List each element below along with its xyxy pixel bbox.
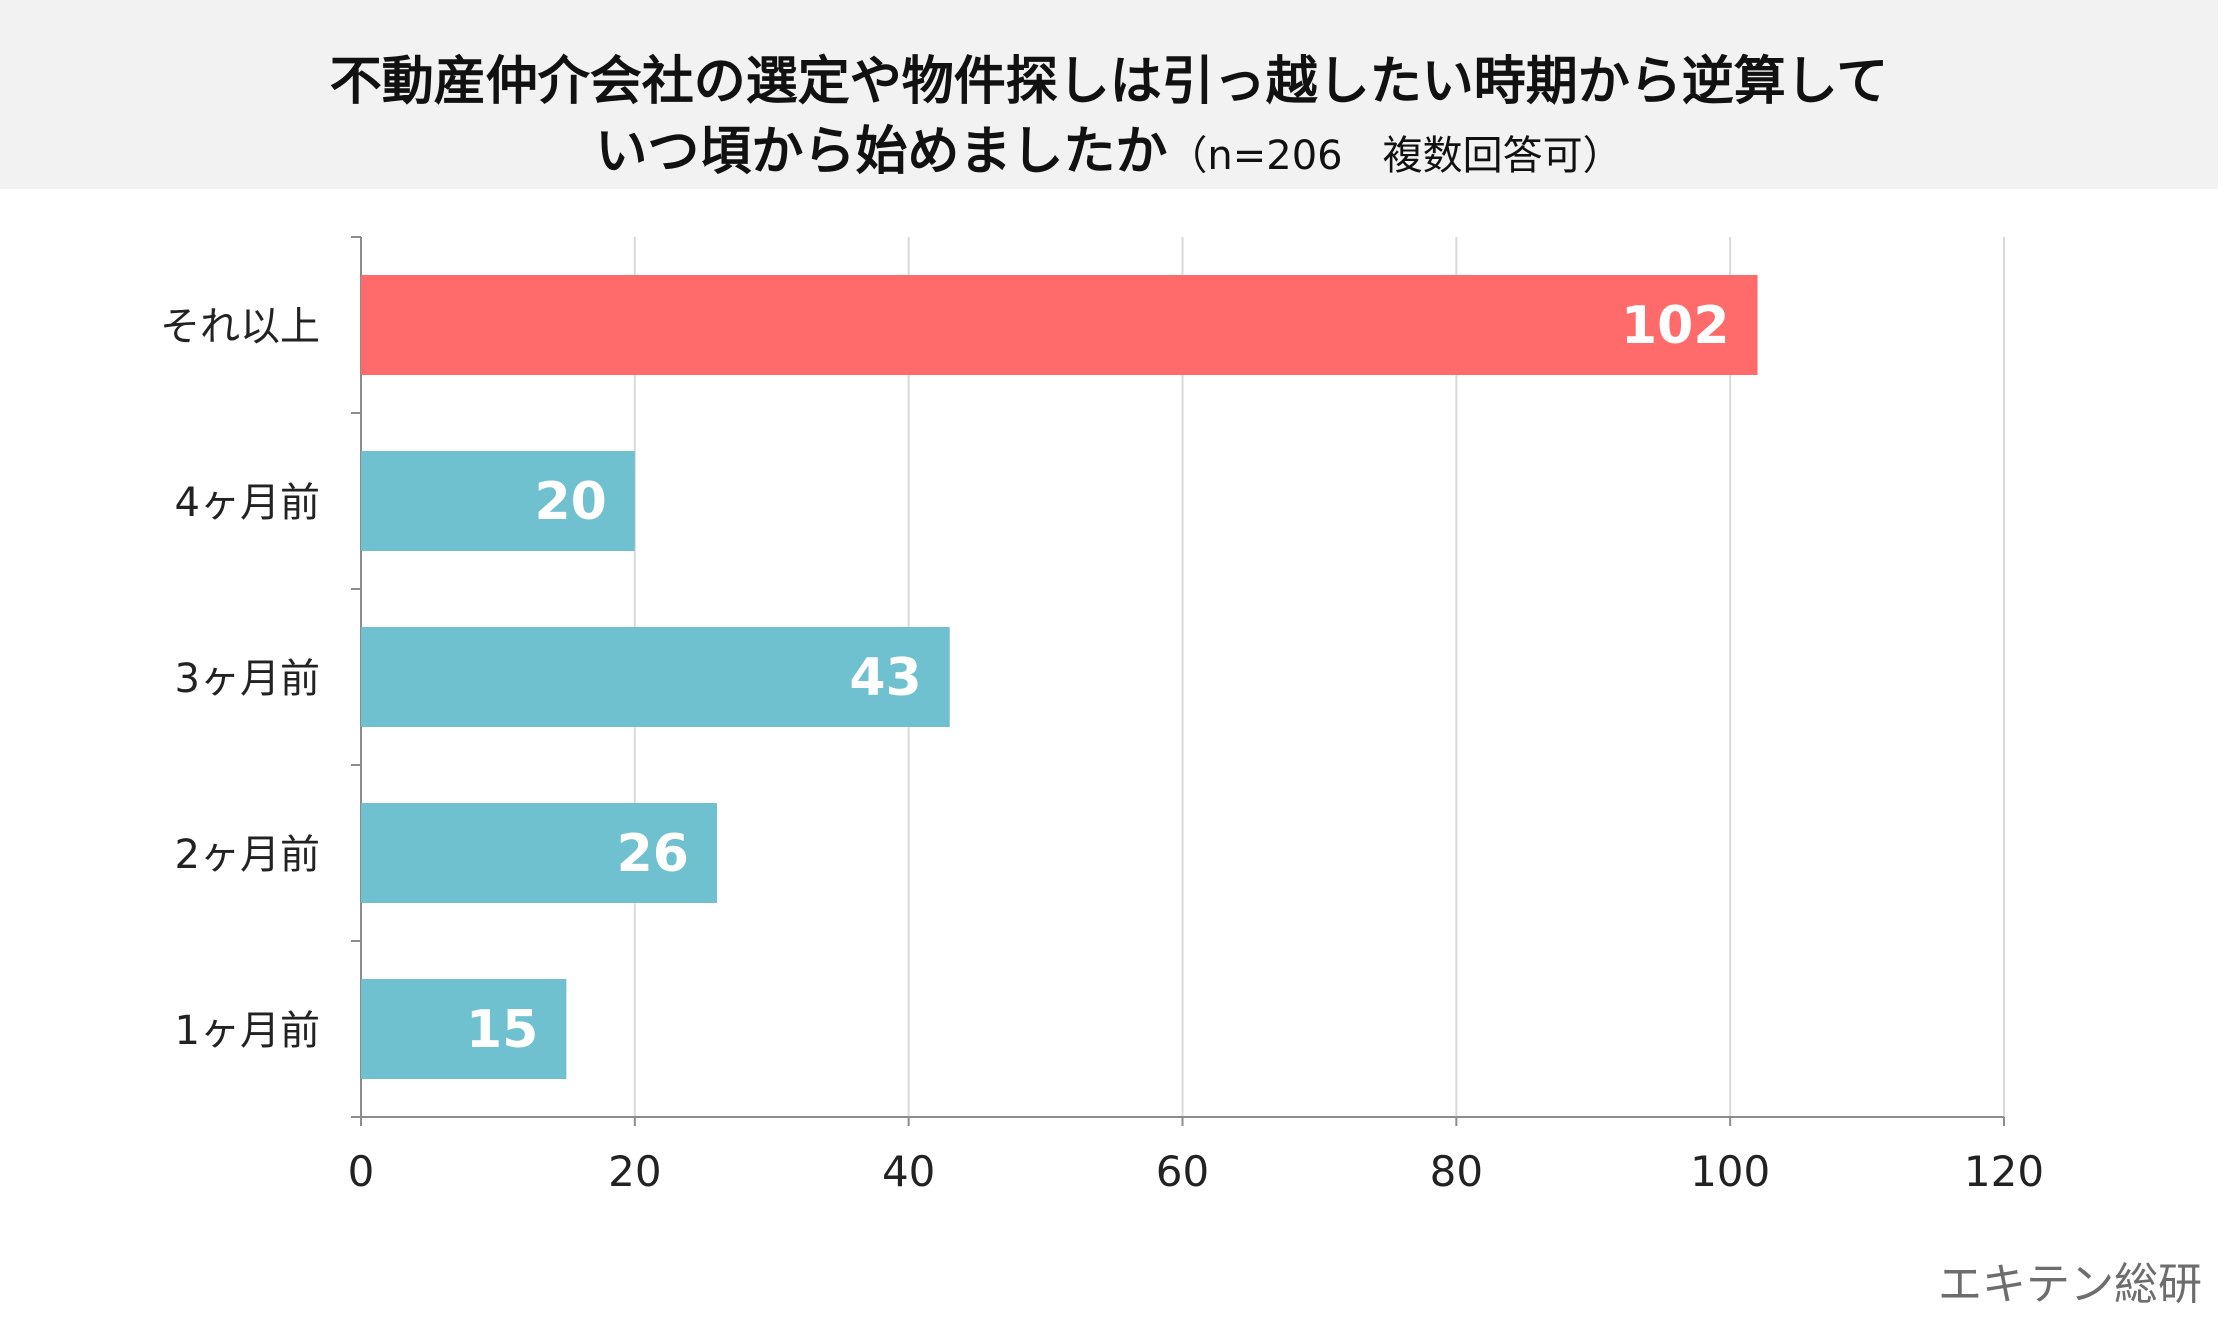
bar xyxy=(361,979,567,1079)
source-credit: エキテン総研 xyxy=(1938,1259,2202,1310)
x-tick-label: 40 xyxy=(882,1147,935,1196)
bar xyxy=(361,803,717,903)
x-tick-label: 120 xyxy=(1964,1147,2044,1196)
bar-value-label: 43 xyxy=(849,648,921,708)
bar-value-label: 15 xyxy=(466,1000,538,1060)
chart-title-line-2: いつ頃から始めましたか（n=206 複数回答可） xyxy=(0,116,2218,192)
category-label: 2ヶ月前 xyxy=(175,832,320,878)
x-tick-label: 60 xyxy=(1156,1147,1209,1196)
bar xyxy=(361,627,950,727)
chart-title-main: いつ頃から始めましたか xyxy=(595,122,1168,182)
bar-value-label: 20 xyxy=(534,472,606,532)
x-tick-label: 0 xyxy=(348,1147,375,1196)
bar xyxy=(361,275,1758,375)
x-tick-label: 20 xyxy=(608,1147,661,1196)
category-label: それ以上 xyxy=(160,304,320,350)
x-tick-label: 80 xyxy=(1430,1147,1483,1196)
category-label: 1ヶ月前 xyxy=(175,1008,320,1054)
x-tick-label: 100 xyxy=(1690,1147,1770,1196)
bar-value-label: 102 xyxy=(1621,296,1730,356)
chart-title-note: （n=206 複数回答可） xyxy=(1167,133,1623,179)
category-label: 4ヶ月前 xyxy=(175,480,320,526)
chart-title-line-1: 不動産仲介会社の選定や物件探しは引っ越したい時期から逆算して xyxy=(329,52,1889,112)
title-band xyxy=(0,0,2218,189)
category-label: 3ヶ月前 xyxy=(175,656,320,702)
bar-value-label: 26 xyxy=(617,824,689,884)
bar xyxy=(361,451,635,551)
